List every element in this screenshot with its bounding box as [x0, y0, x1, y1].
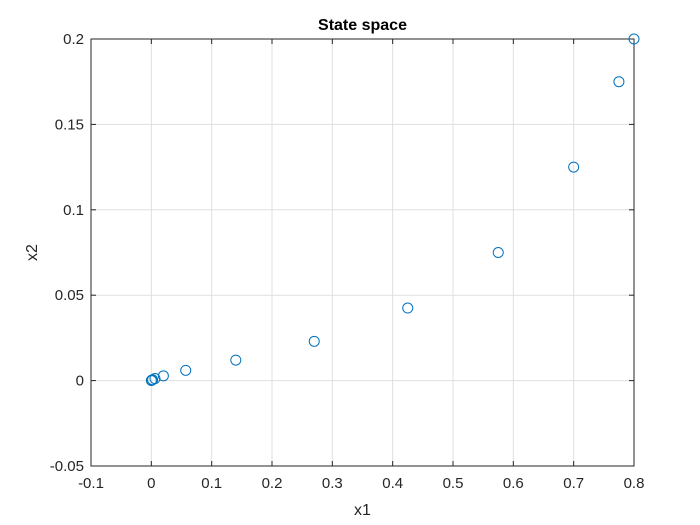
y-tick-label: 0.15	[55, 116, 84, 133]
data-point	[402, 302, 414, 314]
data-point	[613, 76, 625, 88]
data-points	[145, 33, 640, 387]
y-tick-label: 0.1	[63, 202, 84, 219]
y-tick-label: 0	[76, 373, 84, 390]
x-tick-label: 0.3	[322, 475, 343, 492]
y-tick-label: 0.2	[63, 31, 84, 48]
data-point	[628, 33, 640, 45]
x-tick-label: 0.4	[382, 475, 403, 492]
axes	[90, 38, 635, 467]
data-point	[492, 247, 504, 258]
x-tick-label: 0.6	[503, 475, 524, 492]
data-point	[308, 335, 320, 347]
x-tick-label: 0.2	[262, 475, 283, 492]
plot-area	[91, 39, 634, 466]
data-point	[230, 354, 242, 366]
x-tick-label: 0.7	[563, 475, 584, 492]
x-tick-label: -0.1	[78, 475, 104, 492]
x-tick-label: 0.1	[201, 475, 222, 492]
axes-box	[90, 38, 635, 467]
data-point	[180, 364, 192, 376]
data-point	[568, 161, 580, 173]
data-point	[145, 375, 157, 387]
x-tick-label: 0.8	[624, 475, 645, 492]
x-axis-label: x1	[354, 502, 371, 519]
y-tick-label: -0.05	[50, 458, 84, 475]
chart-title: State space	[318, 17, 407, 34]
x-tick-label: 0.5	[443, 475, 464, 492]
x-tick-label: 0	[147, 475, 155, 492]
data-point	[157, 370, 169, 382]
y-axis-ticks: -0.05 0 0.05 0.1 0.15 0.2	[50, 31, 634, 475]
x-axis-ticks: -0.1 0 0.1 0.2 0.3 0.4 0.5 0.6 0.7 0.8	[78, 39, 644, 492]
y-tick-label: 0.05	[55, 287, 84, 304]
y-axis-label: x2	[24, 244, 41, 261]
